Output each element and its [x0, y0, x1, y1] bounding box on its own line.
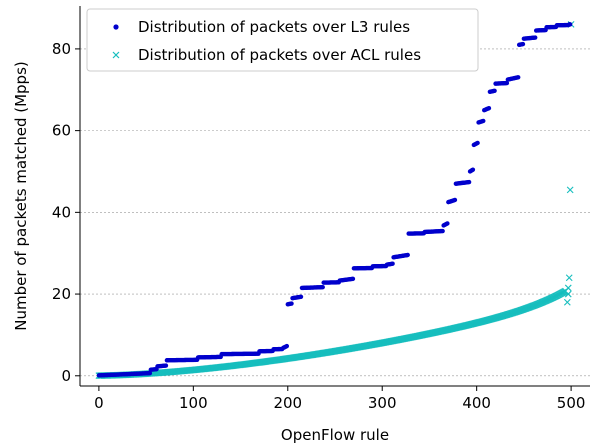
l3-point — [504, 80, 510, 86]
l3-point — [320, 284, 325, 290]
l3-point — [492, 88, 497, 93]
x-axis-label: OpenFlow rule — [281, 426, 389, 444]
l3-point — [466, 179, 472, 185]
l3-point — [350, 276, 356, 282]
acl-point — [564, 284, 572, 292]
l3-point — [445, 221, 450, 226]
series-l3 — [96, 22, 573, 378]
x-tick-label: 100 — [179, 394, 208, 412]
legend-label-l3: Distribution of packets over L3 rules — [138, 18, 410, 36]
l3-point — [486, 105, 492, 111]
l3-point — [516, 75, 521, 80]
l3-point — [163, 363, 169, 368]
y-tick-label: 80 — [52, 40, 71, 58]
spines — [79, 6, 590, 387]
y-tick-label: 40 — [52, 203, 71, 221]
l3-point — [298, 294, 304, 299]
l3-point — [440, 228, 445, 234]
l3-point — [289, 301, 294, 306]
x-tick-label: 300 — [368, 394, 397, 412]
y-tick-label: 0 — [61, 367, 71, 385]
y-axis-label: Number of packets matched (Mpps) — [12, 61, 30, 331]
l3-point — [470, 167, 476, 172]
l3-point — [405, 252, 410, 258]
y-tick-label: 20 — [52, 285, 71, 303]
legend-box — [86, 8, 479, 72]
l3-point — [147, 370, 153, 376]
acl-point — [563, 298, 571, 306]
acl-point — [564, 290, 572, 298]
y-ticks: 0 20 40 60 80 — [52, 40, 80, 385]
legend: Distribution of packets over L3 rules Di… — [86, 8, 479, 72]
legend-marker-acl — [112, 51, 120, 59]
l3-point — [475, 140, 480, 146]
l3-point — [284, 343, 290, 349]
grid — [80, 48, 590, 377]
l3-point — [533, 35, 538, 40]
acl-point — [566, 186, 574, 194]
l3-point — [452, 197, 458, 203]
l3-point — [481, 118, 486, 124]
l3-point — [520, 41, 526, 47]
l3-point — [390, 261, 395, 266]
y-tick-label: 60 — [52, 122, 71, 140]
x-ticks: 0 100 200 300 400 500 — [94, 386, 585, 412]
x-tick-label: 400 — [462, 394, 491, 412]
x-tick-label: 500 — [557, 394, 586, 412]
series-acl — [95, 20, 575, 379]
acl-point — [565, 274, 573, 282]
x-tick-label: 0 — [94, 394, 104, 412]
l3-point — [567, 22, 573, 27]
legend-marker-l3 — [113, 24, 119, 30]
legend-label-acl: Distribution of packets over ACL rules — [138, 46, 421, 64]
x-tick-label: 200 — [273, 394, 302, 412]
